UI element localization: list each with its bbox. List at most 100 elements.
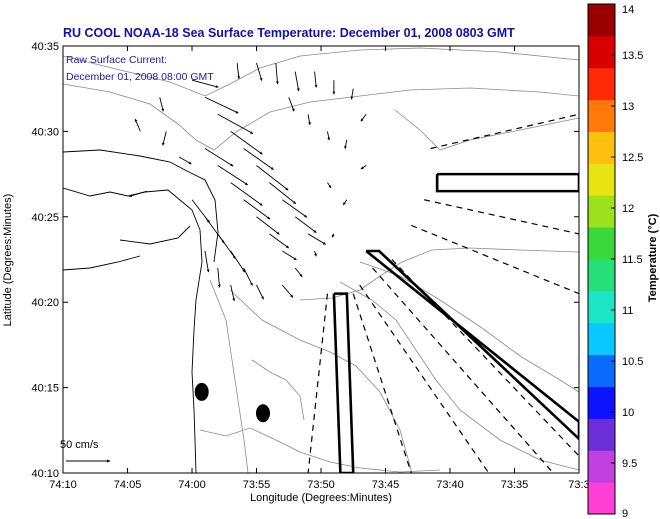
annotation-raw-current: Raw Surface Current: xyxy=(66,54,167,66)
current-vector xyxy=(230,182,263,206)
current-vector xyxy=(243,267,253,286)
x-tick-label: 74:10 xyxy=(49,479,77,491)
current-vector xyxy=(294,216,317,233)
current-vector xyxy=(217,165,248,186)
x-tick-label: 73:45 xyxy=(372,479,400,491)
current-vector xyxy=(243,199,271,220)
bathymetry-contour xyxy=(63,83,579,151)
platform-marker xyxy=(194,382,209,401)
colorbar-tick-label: 9 xyxy=(622,508,628,519)
bathymetry-contour xyxy=(339,281,579,471)
scale-label: 50 cm/s xyxy=(60,439,99,451)
current-vector xyxy=(307,233,326,245)
current-vector xyxy=(204,148,234,167)
colorbar-swatch xyxy=(588,450,615,483)
current-vector xyxy=(331,233,335,238)
current-vector xyxy=(269,233,290,249)
current-vector xyxy=(217,267,221,288)
colorbar-swatch xyxy=(588,354,615,387)
current-vector xyxy=(230,131,263,155)
bathymetry-contour xyxy=(209,279,249,473)
land-outline xyxy=(119,225,191,245)
colorbar-tick-label: 14 xyxy=(622,4,634,16)
land-outline xyxy=(63,255,141,271)
current-vector xyxy=(327,131,331,141)
current-vector xyxy=(256,62,263,81)
colorbar-tick-label: 11.5 xyxy=(622,254,643,266)
plot-area xyxy=(63,46,579,473)
colorbar-title: Temperature (°C) xyxy=(647,213,659,302)
current-vector xyxy=(307,114,311,126)
chart-title: RU COOL NOAA-18 Sea Surface Temperature:… xyxy=(63,26,515,40)
y-tick-label: 40:20 xyxy=(31,297,59,309)
current-vector xyxy=(230,250,246,273)
colorbar-swatch xyxy=(588,99,615,132)
antenna-ray xyxy=(411,224,579,295)
antenna-ray xyxy=(430,113,579,150)
current-vector xyxy=(360,165,367,170)
current-vector xyxy=(314,250,317,257)
y-tick-label: 40:10 xyxy=(31,468,59,480)
current-vector xyxy=(204,250,210,273)
x-tick-label: 74:00 xyxy=(178,479,206,491)
y-tick-label: 40:25 xyxy=(31,212,59,224)
colorbar-tick-label: 12 xyxy=(622,203,634,215)
exclusion-zone-outline xyxy=(435,172,579,193)
bathymetry-contour xyxy=(299,247,579,301)
current-vector xyxy=(275,62,279,85)
colorbar-tick-label: 12.5 xyxy=(622,152,643,164)
current-vector xyxy=(344,139,348,149)
current-vector xyxy=(327,182,332,189)
bathymetry-contour xyxy=(359,261,579,393)
y-tick-label: 40:15 xyxy=(31,383,59,395)
bathymetry-contour xyxy=(229,289,413,473)
x-axis-title: Longitude (Degrees:Minutes) xyxy=(250,492,392,504)
x-tick-label: 73:3 xyxy=(568,479,589,491)
current-vector xyxy=(159,97,165,112)
current-vector xyxy=(134,118,141,132)
colorbar-swatch xyxy=(588,386,615,419)
current-vector xyxy=(204,96,239,114)
current-vector xyxy=(236,62,241,80)
colorbar-swatch xyxy=(588,259,615,292)
colorbar-swatch xyxy=(588,35,615,69)
platform-marker xyxy=(255,404,270,423)
antenna-ray xyxy=(307,293,329,473)
y-tick-label: 40:35 xyxy=(31,41,59,53)
current-vector xyxy=(256,284,264,300)
colorbar-swatch xyxy=(588,131,615,164)
colorbar-swatch xyxy=(588,322,615,356)
current-vector xyxy=(282,199,308,218)
bathymetry-contour xyxy=(394,109,579,151)
current-vector xyxy=(350,88,354,100)
colorbar-tick-label: 10.5 xyxy=(622,356,643,368)
current-vector xyxy=(282,250,297,261)
current-vector xyxy=(161,131,167,146)
colorbar-swatch xyxy=(588,482,615,515)
colorbar-swatch xyxy=(588,195,615,228)
x-tick-label: 73:40 xyxy=(436,479,464,491)
current-vector xyxy=(294,267,303,278)
current-vector xyxy=(230,285,236,302)
antenna-ray xyxy=(352,293,412,473)
current-vector xyxy=(294,71,300,92)
current-vector xyxy=(314,71,318,88)
antenna-ray xyxy=(359,284,490,473)
colorbar-tick-label: 13.5 xyxy=(622,50,643,62)
y-tick-label: 40:30 xyxy=(31,126,59,138)
x-tick-label: 74:05 xyxy=(114,479,142,491)
current-vector xyxy=(360,113,367,122)
current-vector xyxy=(178,156,192,165)
exclusion-zone-outline xyxy=(332,292,355,473)
bathymetry-contour xyxy=(251,359,305,421)
x-tick-label: 73:50 xyxy=(307,479,335,491)
colorbar-tick-label: 13 xyxy=(622,101,634,113)
land-outline xyxy=(63,187,203,473)
colorbar-swatch xyxy=(588,4,615,37)
colorbar-swatch xyxy=(588,227,615,260)
current-vector xyxy=(342,199,348,206)
current-vector xyxy=(256,165,289,191)
antenna-ray xyxy=(391,259,579,457)
colorbar-tick-label: 10 xyxy=(622,407,634,419)
